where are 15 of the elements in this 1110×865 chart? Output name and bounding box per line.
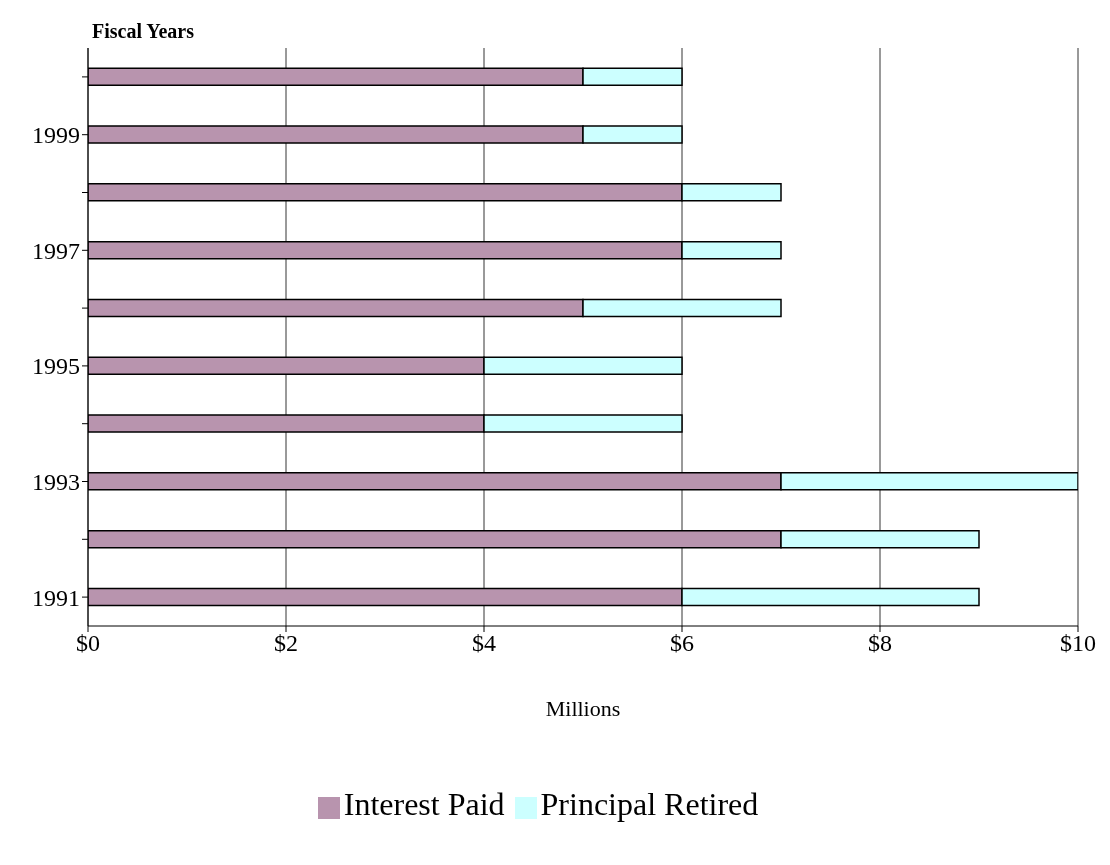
x-axis-title: Millions <box>545 696 621 721</box>
x-tick-label: $0 <box>76 630 100 657</box>
y-tick-label: 1997 <box>32 237 80 264</box>
y-axis-title: Fiscal Years <box>92 20 195 43</box>
x-tick-label: $8 <box>868 630 892 657</box>
x-tick-label: $10 <box>1060 630 1096 657</box>
y-tick-label: 1995 <box>32 353 80 380</box>
legend-label: Principal Retired <box>540 786 759 822</box>
x-tick-label: $6 <box>670 630 694 657</box>
x-tick-label: $2 <box>274 630 298 657</box>
y-tick-label: 1993 <box>32 469 80 496</box>
y-tick-label: 1999 <box>32 122 80 149</box>
y-tick-label: 1991 <box>32 584 80 611</box>
legend-label: Interest Paid <box>343 786 505 822</box>
x-tick-label: $4 <box>472 630 496 657</box>
